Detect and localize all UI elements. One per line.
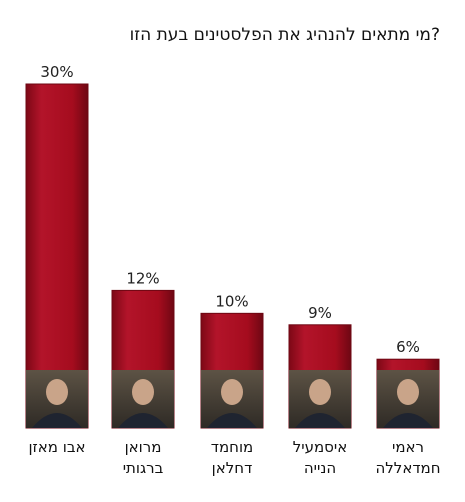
category-label-4-1: חמדאללה [375,459,440,477]
category-label-4-0: ראמי [392,438,424,456]
category-label-3-1: הנייה [304,459,336,477]
portrait-body-icon [207,413,257,428]
portrait-body-icon [32,413,82,428]
category-label-1-0: מרואן [125,438,162,456]
portrait-head-icon [397,379,419,405]
portrait-body-icon [383,413,433,428]
portrait-head-icon [46,379,68,405]
category-label-0-0: אבו מאזן [28,438,85,456]
portrait-head-icon [221,379,243,405]
category-label-2-1: דחלאן [212,459,253,477]
value-label-4: 6% [396,338,420,356]
category-label-2-0: מוחמד [211,438,253,456]
portrait-head-icon [309,379,331,405]
category-label-1-1: ברגותי [123,459,164,477]
chart-title: מי מתאים להנהיג את הפלסטינים בעת הזו? [130,25,440,45]
value-label-3: 9% [308,304,332,322]
value-label-2: 10% [215,292,248,310]
category-label-3-0: איסמעיל [293,438,348,456]
portrait-head-icon [132,379,154,405]
bars-layer: 30% אבו מאזן 12% מרואן ברגותי 10% מוחמד דחלאן 9%… [25,63,441,477]
portrait-body-icon [118,413,168,428]
value-label-1: 12% [126,269,159,287]
value-label-0: 30% [40,63,73,81]
portrait-body-icon [295,413,345,428]
